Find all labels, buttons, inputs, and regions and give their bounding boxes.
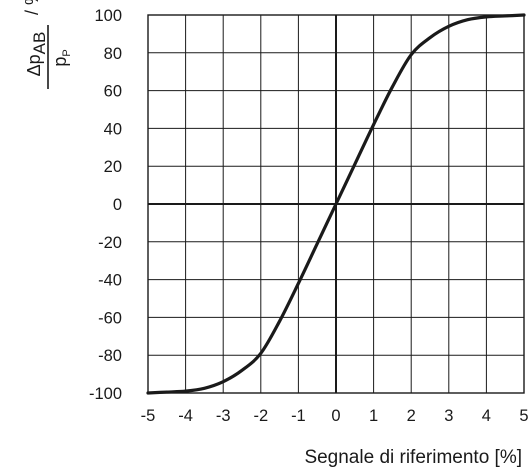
series-layer	[146, 13, 526, 395]
x-tick-label: -5	[141, 407, 156, 425]
x-tick-label: 3	[444, 407, 453, 425]
x-tick-label: 2	[407, 407, 416, 425]
y-tick-label: 80	[104, 45, 122, 63]
x-tick-label: -4	[178, 407, 193, 425]
y-tick-label: -60	[98, 309, 122, 327]
x-tick-labels: -5 -4 -3 -2 -1 0 1 2 3 4 5	[141, 407, 529, 425]
y-tick-label: -20	[98, 234, 122, 252]
y-tick-label: 60	[104, 83, 122, 101]
y-tick-label: 20	[104, 158, 122, 176]
x-tick-label: -2	[253, 407, 268, 425]
y-axis-label-denominator: pP	[50, 49, 73, 66]
x-axis-label: Segnale di riferimento [%]	[304, 447, 522, 468]
x-tick-label: 4	[482, 407, 491, 425]
y-axis-label: ΔpAB pP / %	[22, 0, 73, 89]
x-tick-label: -1	[291, 407, 306, 425]
x-tick-label: 1	[369, 407, 378, 425]
series-line	[146, 13, 526, 395]
y-tick-label: 0	[113, 196, 122, 214]
y-axis-label-numerator: ΔpAB	[24, 32, 49, 77]
y-axis-label-unit: / %	[22, 0, 42, 15]
y-tick-label: 40	[104, 120, 122, 138]
x-tick-label: 0	[331, 407, 340, 425]
x-tick-label: 5	[519, 407, 528, 425]
y-tick-label: -40	[98, 272, 122, 290]
y-tick-label: -80	[98, 347, 122, 365]
y-tick-label: 100	[94, 7, 122, 25]
y-tick-label: -100	[89, 385, 122, 403]
y-tick-labels: 100 80 60 40 20 0 -20 -40 -60 -80 -100	[89, 7, 122, 403]
x-tick-label: -3	[216, 407, 231, 425]
